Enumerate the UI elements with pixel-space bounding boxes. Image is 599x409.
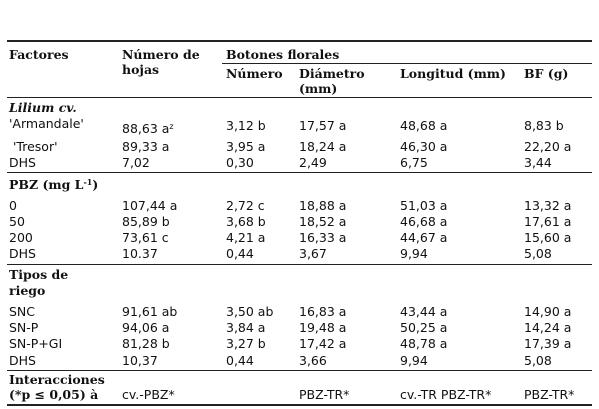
cell-bf: 3,44	[524, 155, 552, 170]
header-botones-florales: Botones florales	[226, 47, 340, 62]
interaccion-longitud: cv.-TR PBZ-TR*	[400, 387, 492, 402]
cell-longitud: 50,25 a	[400, 320, 448, 335]
cell-hojas: 10.37	[122, 246, 158, 261]
cell-numero: 3,95 a	[226, 139, 266, 154]
group-title-riego-line1: Tipos de	[9, 267, 69, 282]
group-separator	[7, 264, 592, 265]
cell-diametro: 18,52 a	[299, 214, 347, 229]
row-label: SN-P	[9, 320, 39, 335]
row-label: 0	[9, 198, 17, 213]
group-title-riego-line2: riego	[9, 283, 46, 298]
row-label: DHS	[9, 155, 36, 170]
header-factores: Factores	[9, 47, 69, 62]
cell-longitud: 43,44 a	[400, 304, 448, 319]
cell-longitud: 44,67 a	[400, 230, 448, 245]
cell-hojas: 94,06 a	[122, 320, 170, 335]
cell-diametro: 17,57 a	[299, 118, 347, 133]
cell-bf: 15,60 a	[524, 230, 572, 245]
group-separator	[7, 370, 592, 371]
cell-bf: 5,08	[524, 353, 552, 368]
header-diametro-line2: (mm)	[299, 81, 338, 96]
cell-longitud: 48,68 a	[400, 118, 448, 133]
cell-numero: 3,50 ab	[226, 304, 274, 319]
row-label: 'Armandale'	[9, 116, 84, 131]
cell-numero: 3,12 b	[226, 118, 266, 133]
row-label: SNC	[9, 304, 36, 319]
interacciones-title-line2: (*p ≤ 0,05) à	[9, 387, 99, 402]
cell-bf: 22,20 a	[524, 139, 572, 154]
cell-numero: 0,44	[226, 246, 254, 261]
cell-diametro: 16,83 a	[299, 304, 347, 319]
cell-numero: 3,68 b	[226, 214, 266, 229]
header-numero: Número	[226, 66, 283, 81]
row-label: DHS	[9, 246, 36, 261]
interaccion-bf: PBZ-TR*	[524, 387, 575, 402]
table-bottom-rule	[7, 404, 592, 406]
cell-longitud: 9,94	[400, 353, 428, 368]
row-label: SN-P+GI	[9, 336, 63, 351]
header-diametro-line1: Diámetro	[299, 66, 365, 81]
cell-hojas: 10,37	[122, 353, 158, 368]
interaccion-diametro: PBZ-TR*	[299, 387, 350, 402]
cell-longitud: 51,03 a	[400, 198, 448, 213]
cell-diametro: 2,49	[299, 155, 327, 170]
cell-diametro: 19,48 a	[299, 320, 347, 335]
row-label: 50	[9, 214, 25, 229]
header-num-hojas-line1: Número de	[122, 47, 200, 62]
header-bf: BF (g)	[524, 66, 569, 81]
cell-diametro: 18,24 a	[299, 139, 347, 154]
cell-bf: 14,90 a	[524, 304, 572, 319]
cell-diametro: 17,42 a	[299, 336, 347, 351]
cell-numero: 4,21 a	[226, 230, 266, 245]
cell-bf: 8,83 b	[524, 118, 564, 133]
cell-diametro: 3,67	[299, 246, 327, 261]
cell-hojas: 88,63 az	[122, 121, 174, 136]
cell-hojas: 85,89 b	[122, 214, 170, 229]
row-label: 200	[9, 230, 33, 245]
cell-hojas: 81,28 b	[122, 336, 170, 351]
cell-numero: 2,72 c	[226, 198, 265, 213]
cell-longitud: 48,78 a	[400, 336, 448, 351]
row-label: 'Tresor'	[13, 139, 58, 154]
cell-longitud: 6,75	[400, 155, 428, 170]
cell-diametro: 3,66	[299, 353, 327, 368]
cell-bf: 5,08	[524, 246, 552, 261]
cell-hojas: 107,44 a	[122, 198, 178, 213]
cell-longitud: 46,30 a	[400, 139, 448, 154]
header-num-hojas-line2: hojas	[122, 62, 160, 77]
cell-numero: 0,30	[226, 155, 254, 170]
row-label: DHS	[9, 353, 36, 368]
cell-numero: 0,44	[226, 353, 254, 368]
group-title-lilium: Lilium cv.	[9, 100, 77, 115]
table-top-rule	[7, 40, 592, 42]
group-title-pbz: PBZ (mg L-1)	[9, 177, 99, 192]
cell-bf: 13,32 a	[524, 198, 572, 213]
cell-bf: 17,61 a	[524, 214, 572, 229]
footnote-marker: z	[169, 122, 174, 131]
cell-numero: 3,84 a	[226, 320, 266, 335]
cell-longitud: 46,68 a	[400, 214, 448, 229]
cell-hojas: 7,02	[122, 155, 150, 170]
cell-hojas: 89,33 a	[122, 139, 170, 154]
cell-bf: 17,39 a	[524, 336, 572, 351]
unit-exponent: -1	[83, 177, 93, 187]
cell-longitud: 9,94	[400, 246, 428, 261]
header-bottom-rule	[7, 97, 592, 98]
header-longitud: Longitud (mm)	[400, 66, 506, 81]
group-separator	[7, 172, 592, 173]
cell-numero: 3,27 b	[226, 336, 266, 351]
cell-diametro: 16,33 a	[299, 230, 347, 245]
interacciones-title-line1: Interacciones	[9, 372, 105, 387]
interaccion-hojas: cv.-PBZ*	[122, 387, 175, 402]
cell-hojas: 91,61 ab	[122, 304, 178, 319]
cell-hojas: 73,61 c	[122, 230, 169, 245]
cell-diametro: 18,88 a	[299, 198, 347, 213]
cell-bf: 14,24 a	[524, 320, 572, 335]
header-botones-rule	[222, 63, 592, 64]
